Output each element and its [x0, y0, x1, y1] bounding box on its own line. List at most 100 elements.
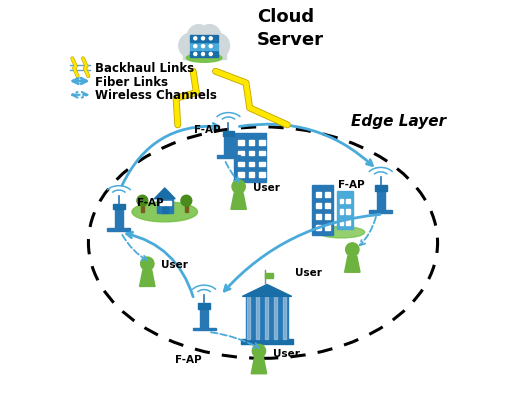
Ellipse shape — [186, 54, 222, 63]
Circle shape — [190, 29, 218, 56]
Bar — [337, 192, 353, 230]
Bar — [222, 131, 234, 137]
Text: Cloud
Server: Cloud Server — [257, 8, 324, 49]
Bar — [347, 221, 350, 225]
Circle shape — [194, 38, 197, 41]
Circle shape — [204, 34, 229, 59]
Circle shape — [209, 53, 213, 56]
Bar — [238, 141, 244, 145]
Bar — [249, 173, 254, 177]
Circle shape — [201, 45, 205, 49]
Text: Fiber Links: Fiber Links — [95, 75, 168, 88]
Bar — [247, 296, 250, 339]
Ellipse shape — [318, 227, 365, 238]
Circle shape — [201, 53, 205, 56]
Circle shape — [187, 27, 221, 62]
Bar — [347, 210, 350, 214]
Bar — [256, 296, 259, 339]
Bar — [190, 44, 218, 51]
Bar — [249, 141, 254, 145]
Bar — [377, 190, 385, 211]
Circle shape — [194, 45, 197, 49]
Bar — [316, 192, 320, 198]
Circle shape — [201, 38, 205, 41]
Bar — [107, 228, 130, 232]
Circle shape — [179, 34, 204, 59]
Bar — [274, 296, 277, 339]
Bar — [113, 204, 125, 210]
Bar — [166, 201, 171, 206]
Bar — [183, 50, 226, 60]
Bar — [340, 221, 343, 225]
Bar — [249, 151, 254, 156]
Bar — [190, 51, 218, 58]
Bar — [190, 36, 218, 43]
Bar — [217, 156, 240, 158]
Bar — [185, 204, 188, 212]
Bar — [369, 210, 392, 213]
Text: Wireless Channels: Wireless Channels — [95, 89, 217, 102]
Bar — [238, 151, 244, 156]
Text: User: User — [295, 267, 322, 277]
Bar — [141, 204, 144, 212]
Bar — [340, 210, 343, 214]
Bar — [249, 162, 254, 167]
Polygon shape — [139, 271, 155, 287]
Polygon shape — [251, 358, 267, 374]
Circle shape — [252, 345, 266, 358]
Bar — [200, 307, 208, 328]
Text: F-AP: F-AP — [338, 179, 365, 189]
Bar — [238, 162, 244, 167]
Text: Backhaul Links: Backhaul Links — [95, 62, 195, 75]
Circle shape — [198, 26, 221, 48]
Polygon shape — [231, 194, 246, 210]
Bar — [234, 134, 266, 182]
Text: Edge Layer: Edge Layer — [351, 114, 447, 129]
Bar — [325, 215, 330, 220]
Bar — [160, 201, 165, 206]
Bar — [312, 185, 333, 236]
Bar — [238, 173, 244, 177]
Circle shape — [140, 258, 154, 271]
Polygon shape — [242, 285, 292, 296]
Circle shape — [137, 196, 148, 207]
Polygon shape — [154, 188, 175, 199]
Bar — [259, 173, 265, 177]
Circle shape — [209, 38, 213, 41]
Circle shape — [181, 196, 192, 207]
Bar — [193, 328, 216, 330]
Bar — [225, 135, 232, 156]
Bar — [198, 303, 210, 309]
Bar — [347, 199, 350, 204]
Bar — [259, 151, 265, 156]
Text: User: User — [161, 259, 188, 269]
Ellipse shape — [132, 202, 198, 222]
Bar — [325, 226, 330, 231]
Circle shape — [188, 26, 210, 48]
Text: F-AP: F-AP — [137, 198, 164, 207]
Text: F-AP: F-AP — [194, 125, 220, 134]
Text: F-AP: F-AP — [175, 354, 201, 364]
Bar — [375, 186, 387, 192]
Bar — [157, 199, 173, 214]
Bar — [316, 203, 320, 209]
Bar — [259, 162, 265, 167]
Bar — [316, 226, 320, 231]
Bar — [340, 199, 343, 204]
Bar — [161, 207, 168, 214]
Bar — [265, 296, 268, 339]
Bar — [325, 192, 330, 198]
Text: User: User — [273, 348, 300, 358]
Bar — [284, 296, 286, 339]
Text: User: User — [253, 182, 280, 192]
Bar — [265, 273, 272, 279]
Bar — [240, 339, 294, 344]
Circle shape — [232, 181, 245, 194]
Circle shape — [194, 53, 197, 56]
Bar — [246, 296, 288, 339]
Bar — [115, 208, 123, 229]
Bar — [325, 203, 330, 209]
Circle shape — [209, 45, 213, 49]
Bar — [259, 141, 265, 145]
Bar — [316, 215, 320, 220]
